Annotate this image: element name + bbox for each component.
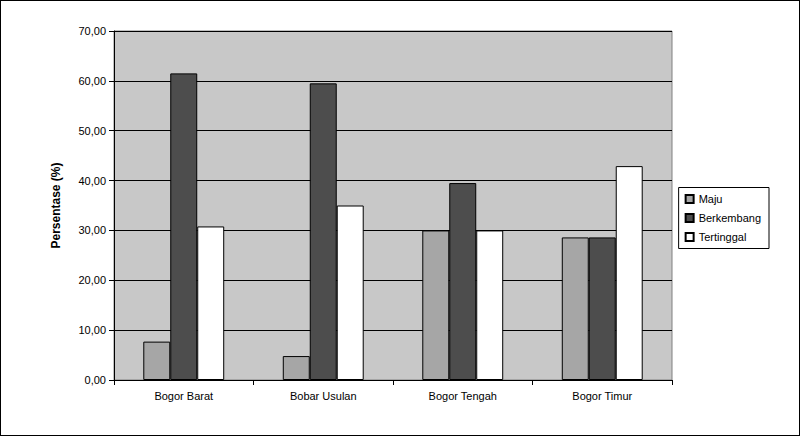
svg-text:Bogor Timur: Bogor Timur [572,390,632,402]
svg-text:Tertinggal: Tertinggal [699,231,747,243]
svg-text:0,00: 0,00 [85,374,106,386]
svg-text:Persentase (%): Persentase (%) [49,162,63,248]
svg-text:Berkembang: Berkembang [699,212,761,224]
svg-text:60,00: 60,00 [78,75,106,87]
svg-text:50,00: 50,00 [78,125,106,137]
svg-text:Maju: Maju [699,193,723,205]
svg-text:Bogor Tengah: Bogor Tengah [429,390,497,402]
svg-text:70,00: 70,00 [78,25,106,37]
svg-text:Bobar Usulan: Bobar Usulan [290,390,357,402]
svg-text:10,00: 10,00 [78,324,106,336]
svg-text:40,00: 40,00 [78,175,106,187]
svg-text:Bogor Barat: Bogor Barat [154,390,213,402]
svg-text:30,00: 30,00 [78,224,106,236]
svg-text:20,00: 20,00 [78,274,106,286]
